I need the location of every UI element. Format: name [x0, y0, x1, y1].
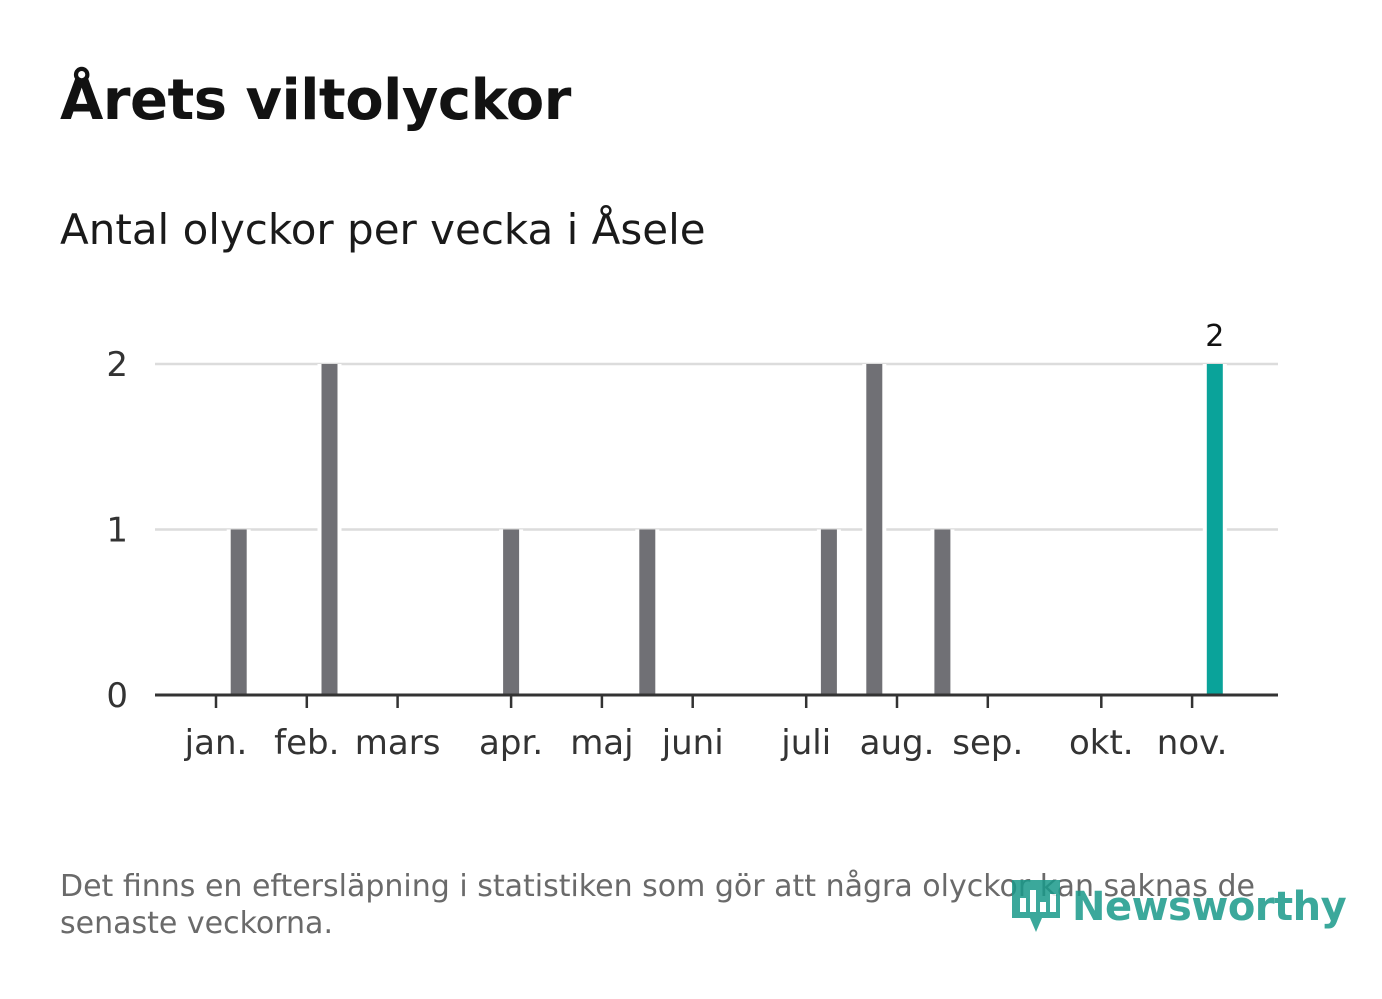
bar-highlight: [1206, 364, 1223, 695]
x-tick-label: juni: [661, 723, 724, 763]
y-axis-ticks: 0 1 2: [106, 345, 128, 716]
x-tick-label: mars: [355, 723, 441, 763]
bar-data-label: 2: [1205, 319, 1224, 354]
chart-subtitle: Antal olyckor per vecka i Åsele: [60, 205, 706, 254]
chart-title: Årets viltolyckor: [60, 68, 571, 133]
brand-logo: Newsworthy: [1010, 876, 1347, 938]
x-tick-label: okt.: [1069, 723, 1134, 763]
bar: [503, 529, 520, 695]
x-tick-label: nov.: [1157, 723, 1228, 763]
brand-name: Newsworthy: [1072, 884, 1347, 930]
y-tick-label: 0: [106, 676, 128, 716]
bar: [230, 529, 247, 695]
bars: [226, 364, 1227, 695]
x-tick-label: sep.: [952, 723, 1023, 763]
bar: [639, 529, 656, 695]
x-tick-label: aug.: [860, 723, 935, 763]
bar: [866, 364, 883, 695]
bar: [820, 529, 837, 695]
data-labels: 2: [1205, 319, 1224, 354]
bar: [321, 364, 338, 695]
x-tick-label: apr.: [479, 723, 543, 763]
x-tick-label: maj: [570, 723, 633, 763]
grid-lines: [155, 362, 1278, 531]
y-tick-label: 1: [106, 511, 128, 551]
bar: [934, 529, 951, 695]
x-tick-label: juli: [780, 723, 831, 763]
x-axis-ticks: jan. feb. mars apr. maj juni juli aug. sep. okt. n…: [184, 695, 1228, 763]
x-tick-label: jan.: [184, 723, 248, 763]
newsworthy-logo-icon: [1010, 876, 1062, 938]
y-tick-label: 2: [106, 345, 128, 385]
x-tick-label: feb.: [274, 723, 339, 763]
